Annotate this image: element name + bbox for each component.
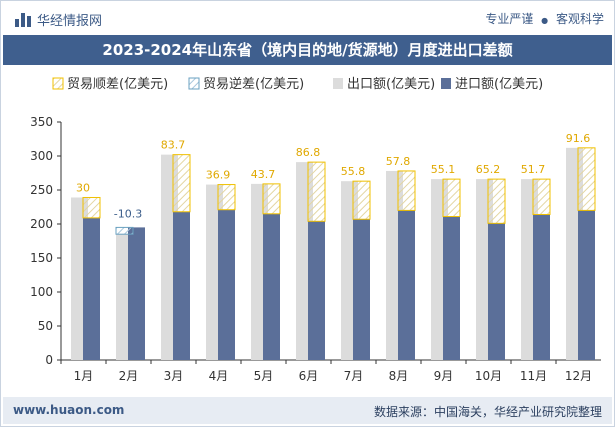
import-bar <box>308 221 325 360</box>
tagline-2: 客观科学 <box>555 12 604 26</box>
x-tick-label: 11月 <box>520 369 547 383</box>
surplus-bar <box>577 147 596 211</box>
x-tick-label: 12月 <box>565 369 592 383</box>
surplus-bar <box>487 178 506 224</box>
legend-swatch-export <box>333 78 343 89</box>
x-tick-label: 6月 <box>299 369 319 383</box>
data-label: 30 <box>76 181 90 194</box>
x-tick-label: 9月 <box>434 369 454 383</box>
surplus-bar <box>82 196 101 219</box>
legend-swatch-deficit <box>188 77 200 90</box>
import-bar <box>353 219 370 360</box>
legend-label: 进口额(亿美元) <box>455 77 543 92</box>
data-label: 83.7 <box>161 139 186 152</box>
data-label: 91.6 <box>566 132 591 145</box>
data-label: -10.3 <box>114 207 142 220</box>
x-tick-label: 7月 <box>344 369 364 383</box>
y-tick-label: 300 <box>30 149 53 163</box>
import-bar <box>578 210 595 360</box>
axes: 0 50 100 150 200 250 300 350 1月 2月 3月 4月 5月 6月 7月 8月 9月 1… <box>30 115 601 383</box>
surplus-bar <box>352 180 371 220</box>
legend-label: 贸易逆差(亿美元) <box>203 76 304 92</box>
brand-name: 华经情报网 <box>37 14 103 29</box>
legend-swatch-surplus <box>52 77 64 90</box>
y-tick-label: 250 <box>30 183 53 197</box>
tagline-1: 专业严谨 <box>485 12 534 26</box>
data-source: 数据来源：中国海关，华经产业研究院整理 <box>373 405 602 419</box>
data-label: 65.2 <box>476 163 501 176</box>
import-bar <box>173 211 190 360</box>
surplus-bar <box>217 184 236 211</box>
surplus-bar <box>397 170 416 211</box>
x-tick-label: 4月 <box>209 369 229 383</box>
import-bar <box>443 216 460 360</box>
legend-label: 贸易顺差(亿美元) <box>67 77 168 92</box>
legend: 贸易顺差(亿美元) 贸易逆差(亿美元) 出口额(亿美元) 进口额(亿美元) <box>52 76 543 92</box>
footer-bar: www.huaon.com 数据来源：中国海关，华经产业研究院整理 <box>3 397 612 424</box>
import-bar <box>128 227 145 360</box>
x-tick-label: 3月 <box>164 369 184 383</box>
surplus-bar <box>262 183 281 215</box>
deficit-bar <box>115 226 134 235</box>
import-bar <box>218 209 235 360</box>
surplus-bar <box>172 154 191 213</box>
x-tick-label: 5月 <box>254 369 274 383</box>
y-tick-label: 100 <box>30 285 53 299</box>
bars <box>71 147 596 360</box>
chart-title: 2023-2024年山东省（境内目的地/货源地）月度进出口差额 <box>3 35 612 65</box>
bar-chart-icon <box>15 12 31 27</box>
data-label: 43.7 <box>251 168 276 181</box>
x-tick-label: 8月 <box>389 369 409 383</box>
tagline-dot: ● <box>541 16 549 25</box>
legend-swatch-import <box>441 78 451 89</box>
data-label: 55.1 <box>431 163 456 176</box>
legend-label: 出口额(亿美元) <box>347 77 435 92</box>
data-labels: 30 -10.3 83.7 36.9 43.7 86.8 55.8 57.8 55.1 65.2 5… <box>76 132 590 221</box>
surplus-bar <box>442 178 461 218</box>
y-tick-label: 150 <box>30 251 53 265</box>
data-label: 86.8 <box>296 146 321 159</box>
data-label: 57.8 <box>386 155 411 168</box>
data-label: 51.7 <box>521 163 546 176</box>
y-tick-label: 200 <box>30 217 53 231</box>
y-tick-label: 0 <box>45 353 53 367</box>
data-label: 55.8 <box>341 165 366 178</box>
bar-chart: 贸易顺差(亿美元) 贸易逆差(亿美元) 出口额(亿美元) 进口额(亿美元) 0 50 10… <box>30 76 601 383</box>
x-tick-label: 1月 <box>74 369 94 383</box>
website-link[interactable]: www.huaon.com <box>13 403 125 417</box>
x-tick-label: 10月 <box>475 369 502 383</box>
surplus-bar <box>307 161 326 222</box>
tagline: 专业严谨 ● 客观科学 <box>485 10 604 27</box>
y-tick-label: 50 <box>38 319 53 333</box>
import-bar <box>533 214 550 360</box>
header-bar: 华经情报网 专业严谨 ● 客观科学 <box>1 1 614 35</box>
surplus-bar <box>532 178 551 215</box>
import-bar <box>398 210 415 360</box>
x-tick-label: 2月 <box>119 369 139 383</box>
import-bar <box>488 223 505 360</box>
import-bar <box>263 213 280 360</box>
import-bar <box>83 217 100 360</box>
y-tick-label: 350 <box>30 115 53 129</box>
brand-logo[interactable]: 华经情报网 <box>15 10 102 29</box>
data-label: 36.9 <box>206 169 231 182</box>
